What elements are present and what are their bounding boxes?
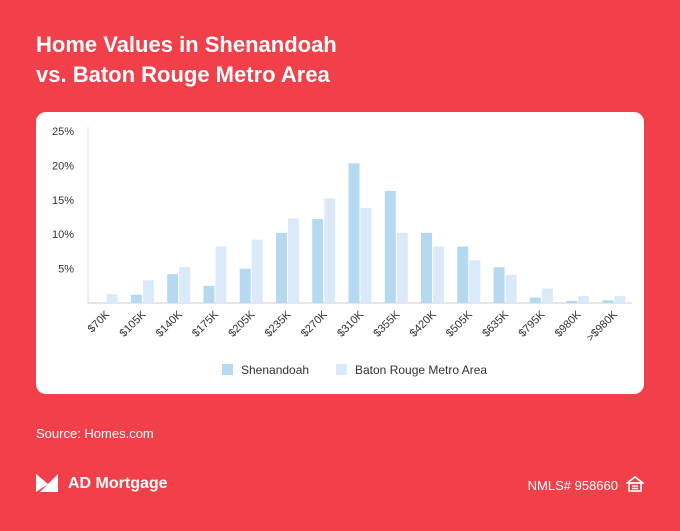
bar-shenandoah (239, 268, 251, 303)
chart-card: 5% 10% 15% 20% 25% $70K $105K $140K $175K $205K $2… (36, 112, 644, 394)
bar-shenandoah (457, 246, 469, 303)
x-tick-label: $235K (263, 308, 294, 339)
x-tick-label: >$980K (584, 308, 620, 344)
x-tick-label: $355K (371, 308, 402, 339)
y-tick-label: 15% (52, 195, 74, 207)
x-tick-label: $105K (118, 308, 149, 339)
bar-shenandoah (493, 267, 505, 303)
bar-baton-rouge (142, 280, 154, 303)
source-note: Source: Homes.com (36, 426, 154, 441)
legend-label-shenandoah: Shenandoah (241, 363, 309, 377)
y-tick-label: 25% (52, 126, 74, 138)
chart-title-line-1: Home Values in Shenandoah (36, 32, 337, 57)
bar-shenandoah (203, 285, 215, 303)
x-tick-label: $310K (335, 308, 366, 339)
bar-baton-rouge (541, 288, 553, 303)
chart-title-line-2: vs. Baton Rouge Metro Area (36, 62, 330, 87)
bar-baton-rouge (287, 218, 299, 303)
bar-baton-rouge (179, 267, 191, 303)
bar-shenandoah (275, 232, 287, 303)
x-tick-label: $270K (299, 308, 330, 339)
bar-chart: 5%10%15%20%25%$70K $105K $140K $175K $205K $2… (52, 126, 632, 377)
bar-baton-rouge (324, 198, 336, 303)
bar-shenandoah (421, 232, 433, 303)
bar-baton-rouge (106, 294, 118, 303)
bar-baton-rouge (469, 260, 481, 303)
x-tick-label: $175K (190, 308, 221, 339)
legend-swatch-baton-rouge (336, 364, 347, 375)
ad-mortgage-logo-icon (36, 470, 58, 497)
brand: AD Mortgage (36, 470, 168, 497)
bar-baton-rouge (215, 246, 227, 303)
nmls-info: NMLS# 958660 (527, 476, 646, 495)
x-tick-label: $505K (444, 308, 475, 339)
bar-shenandoah (602, 300, 614, 303)
bar-shenandoah (566, 300, 578, 303)
y-tick-label: 20% (52, 160, 74, 172)
bar-shenandoah (167, 274, 179, 303)
legend-label-baton-rouge: Baton Rouge Metro Area (355, 363, 487, 377)
bar-shenandoah (384, 190, 396, 303)
bar-shenandoah (529, 297, 541, 303)
bar-baton-rouge (433, 246, 445, 303)
y-tick-label: 10% (52, 229, 74, 241)
brand-name: AD Mortgage (68, 474, 168, 492)
equal-housing-icon (624, 476, 646, 495)
bar-shenandoah (312, 219, 324, 303)
nmls-number: NMLS# 958660 (527, 478, 618, 493)
x-tick-label: $980K (553, 308, 584, 339)
bar-baton-rouge (360, 208, 372, 303)
bar-baton-rouge (505, 274, 517, 303)
legend-swatch-shenandoah (222, 364, 233, 375)
bar-baton-rouge (578, 296, 590, 303)
bar-baton-rouge (614, 296, 626, 303)
x-tick-label: $70K (86, 308, 113, 335)
x-tick-label: $635K (480, 308, 511, 339)
x-tick-label: $420K (408, 308, 439, 339)
chart-title: Home Values in Shenandoah vs. Baton Roug… (36, 30, 337, 90)
bar-shenandoah (348, 163, 360, 303)
x-tick-label: $795K (516, 308, 547, 339)
bar-baton-rouge (396, 232, 408, 303)
x-tick-label: $205K (226, 308, 257, 339)
bar-shenandoah (130, 294, 142, 303)
y-tick-label: 5% (58, 264, 74, 276)
x-tick-label: $140K (154, 308, 185, 339)
bar-baton-rouge (251, 239, 263, 303)
